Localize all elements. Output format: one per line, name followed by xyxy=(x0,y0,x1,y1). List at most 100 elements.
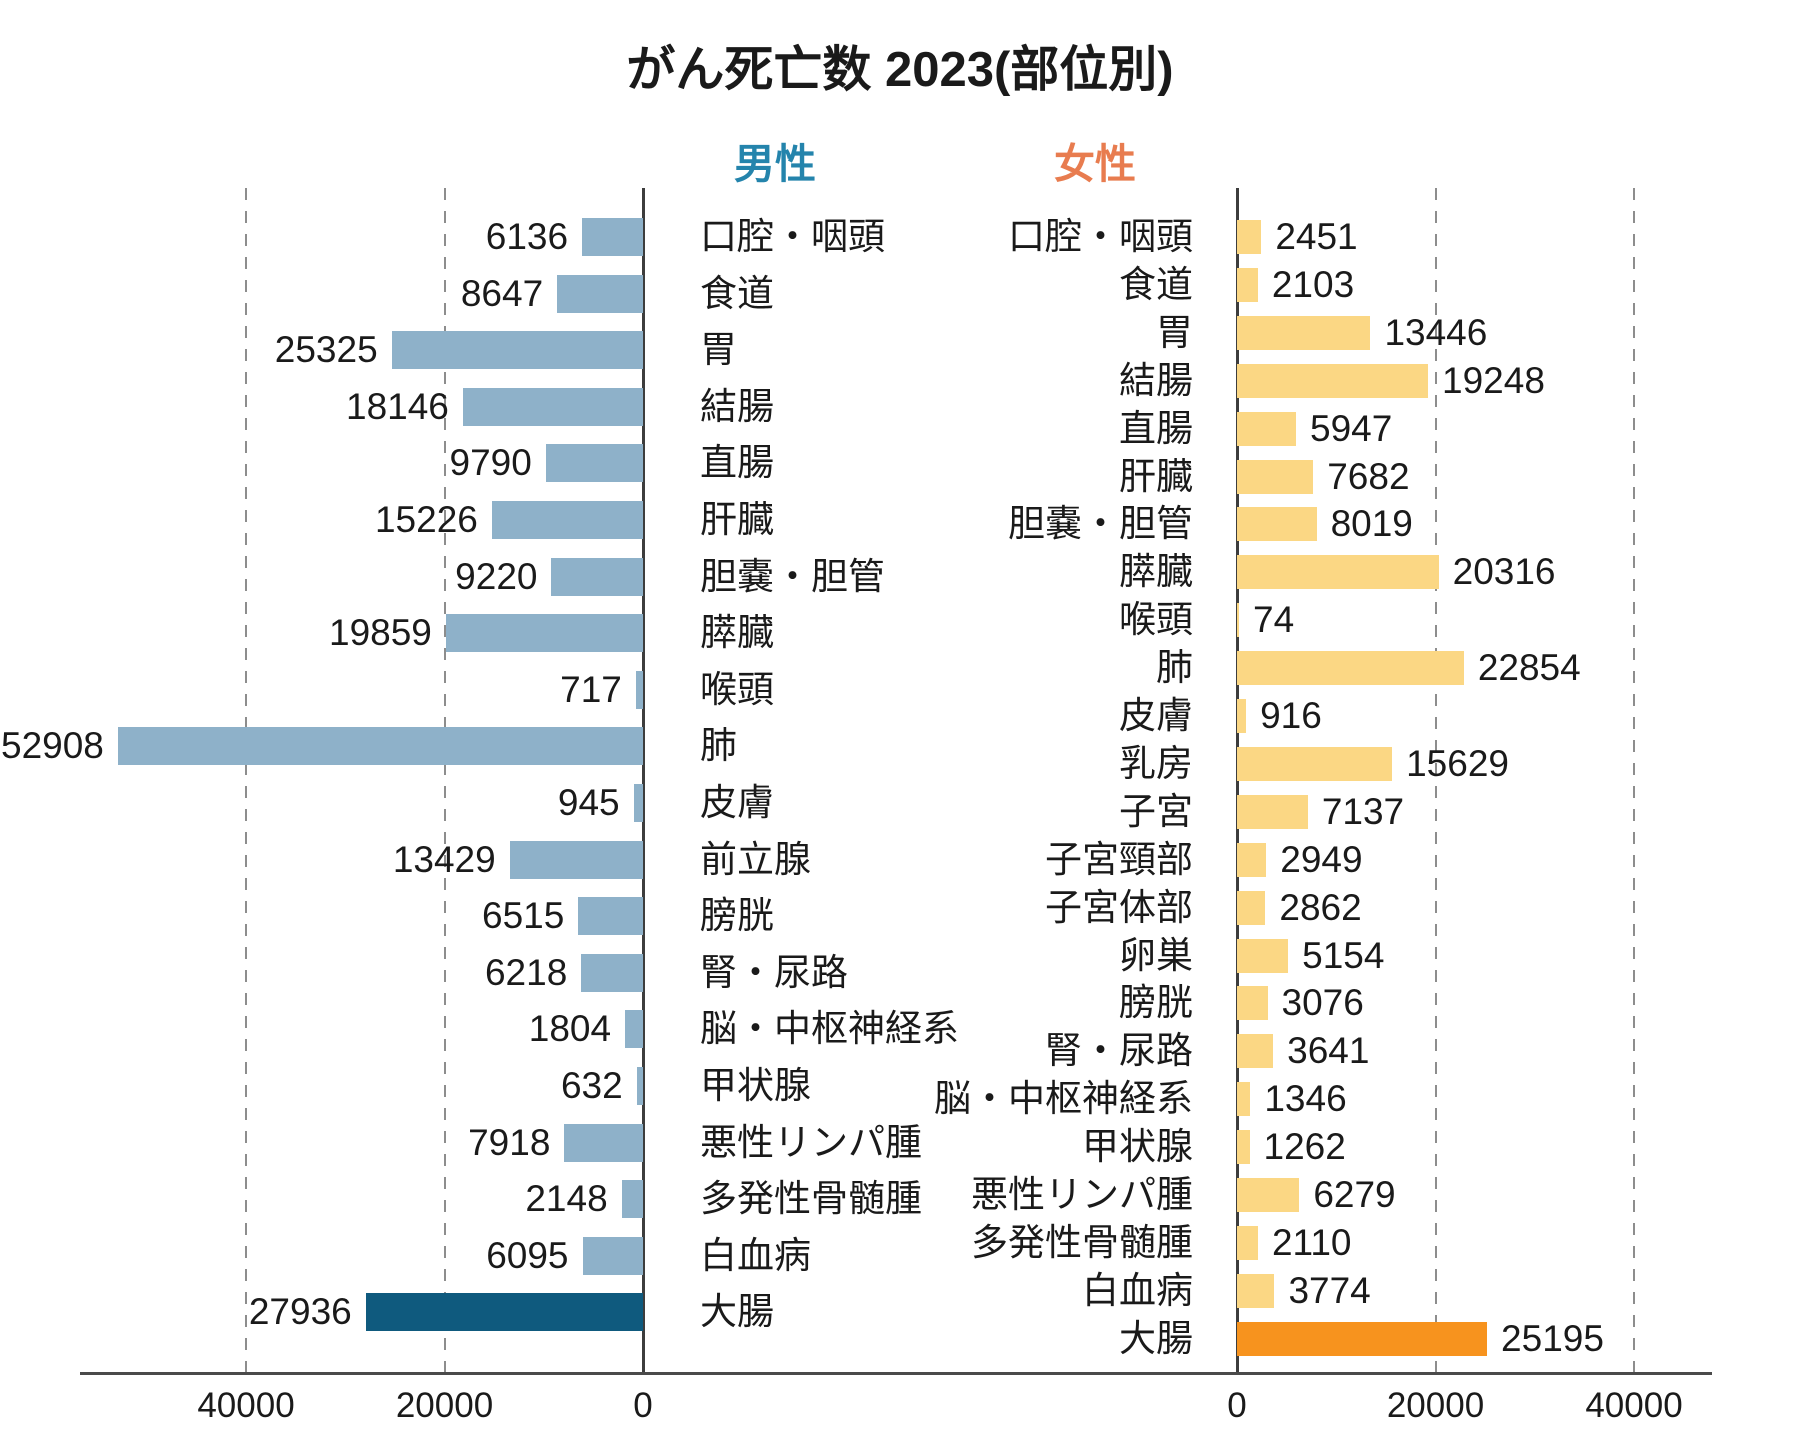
male-value-label: 52908 xyxy=(1,725,104,767)
male-bar xyxy=(445,614,643,653)
male-category-label: 喉頭 xyxy=(700,668,774,710)
female-category-label: 白血病 xyxy=(1082,1269,1193,1311)
male-bar xyxy=(509,840,643,879)
x-axis-tick-label: 0 xyxy=(633,1386,653,1425)
female-bar xyxy=(1237,794,1308,829)
male-bar xyxy=(636,1067,643,1105)
male-value-label: 9220 xyxy=(455,555,538,597)
female-value-label: 15629 xyxy=(1406,742,1509,784)
male-bar xyxy=(621,1180,643,1219)
male-value-label: 6515 xyxy=(482,895,565,937)
male-bar xyxy=(564,1123,643,1162)
male-category-label: 結腸 xyxy=(700,385,774,427)
male-value-label: 632 xyxy=(560,1065,623,1106)
female-category-label: 多発性骨髄腫 xyxy=(971,1221,1193,1263)
female-bar xyxy=(1237,1034,1274,1069)
male-value-label: 2148 xyxy=(525,1178,608,1220)
male-bar xyxy=(582,1236,643,1275)
male-value-label: 6218 xyxy=(484,951,568,993)
male-category-label: 白血病 xyxy=(700,1234,811,1276)
male-bar xyxy=(462,387,643,426)
female-bar xyxy=(1237,507,1317,542)
female-bar xyxy=(1237,1321,1488,1356)
female-value-label: 22854 xyxy=(1477,647,1581,689)
female-bar xyxy=(1237,315,1371,350)
female-value-label: 1262 xyxy=(1263,1126,1346,1168)
male-value-label: 8647 xyxy=(460,272,544,314)
male-category-label: 大腸 xyxy=(700,1291,774,1333)
male-category-label: 脳・中枢神経系 xyxy=(700,1008,959,1050)
female-category-label: 胃 xyxy=(1156,311,1193,353)
female-category-label: 膵臓 xyxy=(1119,551,1193,593)
female-category-label: 食道 xyxy=(1119,263,1193,305)
female-category-label: 肺 xyxy=(1156,647,1193,689)
male-category-label: 膀胱 xyxy=(700,895,774,937)
female-value-label: 20316 xyxy=(1452,551,1556,593)
female-value-label: 25195 xyxy=(1501,1317,1604,1359)
male-category-label: 直腸 xyxy=(700,442,774,484)
female-category-label: 悪性リンパ腫 xyxy=(971,1174,1193,1215)
male-value-label: 7918 xyxy=(468,1121,551,1163)
male-bar xyxy=(545,444,643,483)
female-category-label: 乳房 xyxy=(1119,742,1193,784)
female-bar xyxy=(1237,363,1429,398)
male-category-label: 食道 xyxy=(700,272,774,314)
female-value-label: 5947 xyxy=(1310,407,1393,449)
male-bar xyxy=(391,331,643,370)
male-bar xyxy=(491,501,643,539)
x-axis-tick-label: 40000 xyxy=(1585,1386,1683,1425)
female-category-label: 直腸 xyxy=(1119,407,1193,449)
male-category-label: 膵臓 xyxy=(700,612,774,654)
female-value-label: 2862 xyxy=(1279,886,1362,928)
female-value-label: 3774 xyxy=(1288,1269,1371,1311)
female-bar xyxy=(1237,1273,1275,1308)
female-bar xyxy=(1237,651,1464,686)
male-category-label: 皮膚 xyxy=(700,782,774,823)
male-category-label: 甲状腺 xyxy=(700,1065,811,1106)
female-bar xyxy=(1237,746,1393,781)
female-value-label: 2949 xyxy=(1280,838,1363,880)
x-axis-tick-label: 20000 xyxy=(395,1386,494,1425)
female-bar xyxy=(1237,220,1262,254)
female-value-label: 19248 xyxy=(1442,359,1545,401)
female-bar xyxy=(1237,459,1314,494)
female-bar xyxy=(1237,267,1258,302)
female-bar xyxy=(1237,555,1439,590)
female-category-label: 甲状腺 xyxy=(1082,1126,1193,1168)
male-bar xyxy=(365,1293,643,1332)
legend-male: 男性 xyxy=(734,141,816,187)
female-category-label: 胆嚢・胆管 xyxy=(1008,503,1193,545)
female-bar xyxy=(1237,699,1247,733)
female-category-label: 大腸 xyxy=(1119,1317,1193,1359)
x-axis-tick-label: 0 xyxy=(1227,1386,1247,1425)
male-category-label: 胆嚢・胆管 xyxy=(700,555,885,597)
grid-line-dashed xyxy=(245,188,247,1372)
chart-title: がん死亡数 2023(部位別) xyxy=(626,43,1174,97)
male-category-label: 前立腺 xyxy=(700,838,811,880)
legend-female: 女性 xyxy=(1054,141,1136,187)
male-bar xyxy=(633,784,643,822)
female-category-label: 結腸 xyxy=(1119,359,1193,401)
male-category-label: 悪性リンパ腫 xyxy=(700,1121,922,1163)
grid-line-dashed xyxy=(1633,188,1635,1372)
male-bar xyxy=(625,1010,643,1049)
female-value-label: 5154 xyxy=(1302,934,1385,976)
female-category-label: 腎・尿路 xyxy=(1045,1030,1193,1072)
male-bar xyxy=(551,557,643,596)
x-axis-tick-label: 20000 xyxy=(1386,1386,1485,1425)
female-category-label: 脳・中枢神経系 xyxy=(934,1078,1193,1120)
female-category-label: 肝臓 xyxy=(1119,455,1193,497)
male-value-label: 945 xyxy=(557,782,620,823)
male-bar xyxy=(581,953,643,992)
female-bar xyxy=(1237,986,1268,1021)
male-bar xyxy=(582,218,643,256)
zero-line-male xyxy=(641,188,645,1372)
female-category-label: 卵巣 xyxy=(1119,934,1193,976)
male-category-label: 肝臓 xyxy=(700,499,774,540)
male-value-label: 19859 xyxy=(329,612,432,654)
male-category-label: 腎・尿路 xyxy=(700,951,848,993)
female-category-label: 子宮頸部 xyxy=(1045,838,1193,880)
male-bar xyxy=(578,897,643,936)
male-bar xyxy=(557,274,643,313)
